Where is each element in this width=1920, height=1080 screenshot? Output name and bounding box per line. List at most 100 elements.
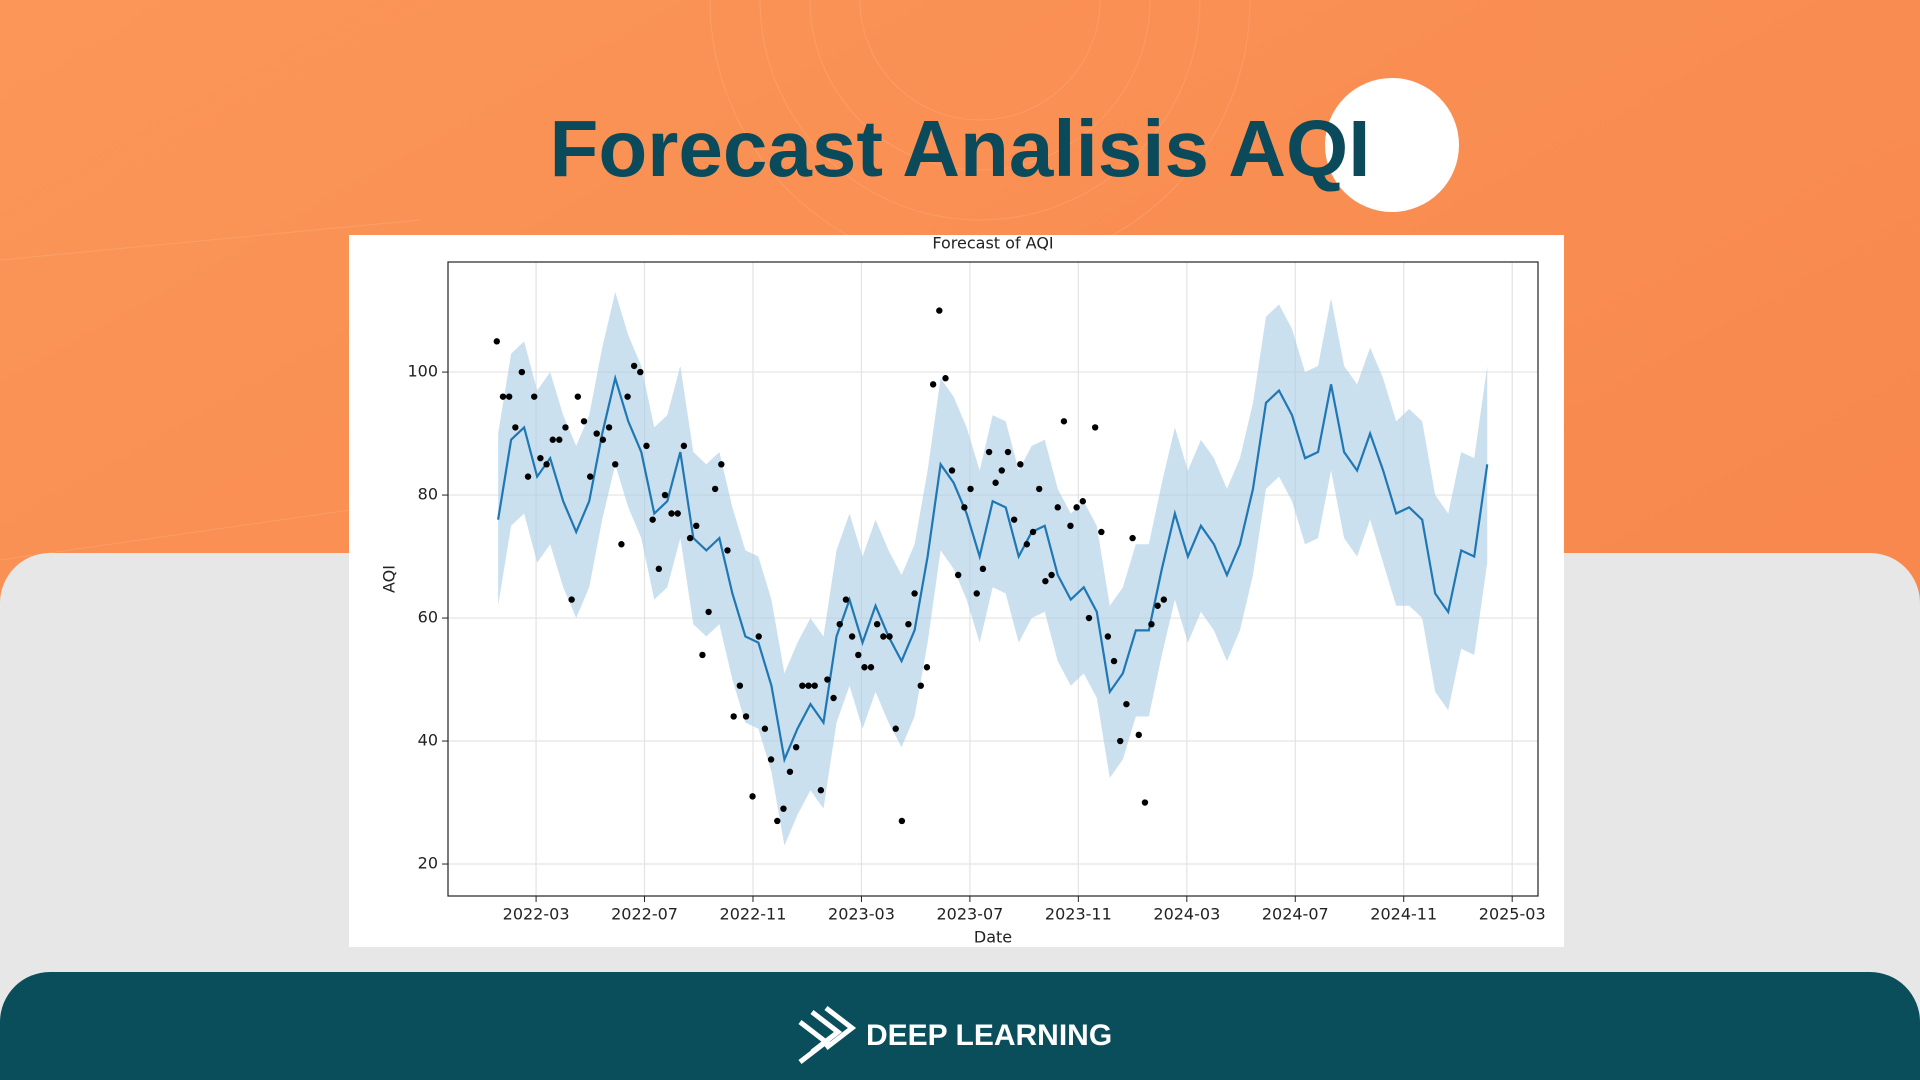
observed-point [1036,485,1043,493]
observed-point [518,368,526,376]
observed-point [543,461,550,468]
brand-name: DEEP LEARNING [866,1019,1112,1052]
x-tick-label: 2023-07 [936,905,1003,924]
observed-point [954,571,962,579]
observed-point [973,590,980,597]
observed-point [574,393,582,400]
observed-point [761,725,769,732]
observed-point [742,713,750,720]
observed-point [817,787,825,794]
observed-point [568,596,575,603]
observed-point [923,664,931,671]
observed-point [1042,577,1049,585]
observed-point [562,424,569,431]
x-tick-label: 2025-03 [1479,905,1546,924]
observed-point [599,436,607,443]
x-axis-label: Date [974,928,1012,947]
observed-point [624,393,631,400]
observed-point [985,448,993,456]
observed-point [1110,657,1118,665]
observed-point [929,381,937,388]
observed-point [724,547,731,554]
observed-point [699,651,706,659]
observed-point [836,620,843,628]
observed-point [780,805,787,812]
observed-point [661,491,669,499]
observed-point [549,436,556,443]
observed-point [767,756,775,763]
observed-point [892,725,899,732]
observed-point [643,442,650,450]
x-tick-label: 2022-03 [503,905,570,924]
observed-point [693,522,700,530]
observed-point [1017,461,1024,468]
observed-point [898,817,906,825]
observed-point [499,393,507,400]
observed-point [911,590,918,597]
observed-point [649,516,656,523]
observed-point [1141,799,1149,806]
observed-point [1029,528,1037,536]
x-tick-label: 2024-07 [1262,905,1329,924]
y-tick-label: 20 [418,854,438,873]
observed-point [867,664,875,671]
observed-point [948,467,956,474]
observed-point [718,461,725,468]
observed-point [668,510,675,517]
observed-point [618,541,625,548]
observed-point [556,436,563,443]
observed-point [979,565,987,573]
observed-point [711,485,719,493]
y-tick-label: 80 [418,485,438,504]
x-tick-label: 2024-03 [1153,905,1220,924]
observed-point [1048,571,1055,579]
observed-point [637,368,644,376]
observed-point [961,504,968,511]
observed-point [842,596,850,603]
observed-point [630,362,638,370]
observed-point [612,461,619,468]
observed-point [855,651,862,659]
observed-point [586,473,594,480]
chart-panel [349,235,1564,947]
title-decoration [1325,78,1459,212]
x-tick-label: 2024-11 [1370,905,1437,924]
observed-point [1079,498,1087,505]
observed-point [1060,418,1068,425]
observed-point [686,534,694,542]
y-tick-label: 60 [418,608,438,627]
y-tick-label: 100 [407,362,438,381]
observed-point [730,713,737,720]
observed-point [830,694,837,702]
observed-point [917,682,924,689]
observed-point [593,430,600,437]
observed-point [1135,731,1142,739]
observed-point [799,682,806,689]
plot-frame [447,261,1539,897]
observed-point [848,633,856,640]
observed-point [1148,620,1155,628]
observed-point [505,393,513,400]
observed-point [880,633,887,640]
footer [0,972,1920,1080]
observed-point [824,676,831,683]
observed-point [1023,541,1031,548]
observed-point [1073,504,1080,511]
uncertainty-band [498,292,1488,846]
forecast-line [497,373,1489,764]
observed-point [493,338,501,345]
observed-point [1091,424,1099,431]
observed-point [792,743,800,751]
observed-point [992,479,999,486]
observed-point [674,510,681,517]
observed-point [998,467,1005,474]
observed-point [1054,504,1061,511]
observed-point [1154,602,1161,609]
observed-point [811,682,818,689]
observed-point [873,620,881,628]
observed-point [774,817,781,825]
observed-point [736,682,744,689]
y-tick-label: 40 [418,731,438,750]
